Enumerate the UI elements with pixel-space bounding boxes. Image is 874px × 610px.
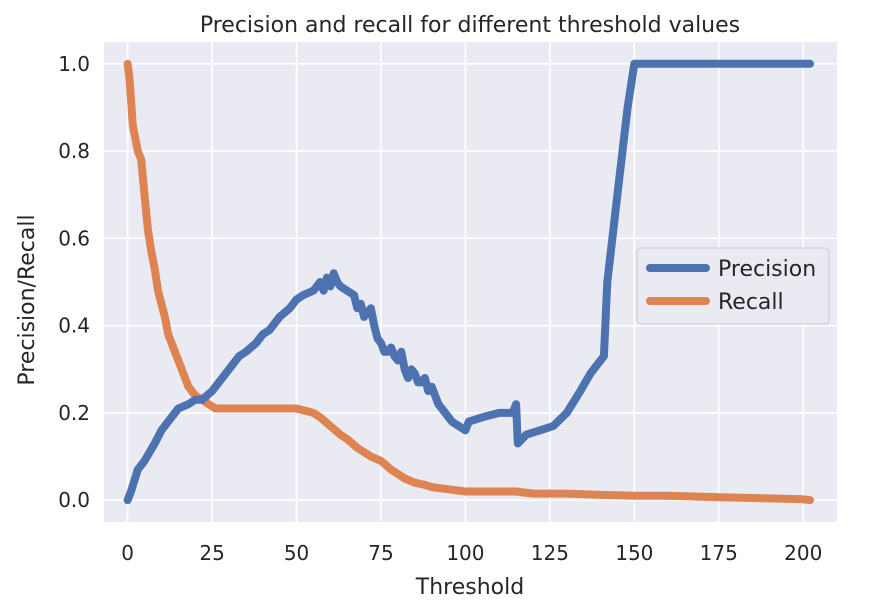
x-tick-label: 75 <box>368 541 393 565</box>
y-tick-label: 0.0 <box>58 488 90 512</box>
x-tick-label: 100 <box>446 541 484 565</box>
x-axis-label: Threshold <box>415 575 524 600</box>
y-tick-label: 0.4 <box>58 314 90 338</box>
series-line-recall <box>123 59 814 505</box>
y-tick-label: 0.2 <box>58 401 90 425</box>
series-layer <box>123 59 814 505</box>
legend-label-recall: Recall <box>718 290 784 315</box>
x-tick-label: 25 <box>199 541 224 565</box>
x-tick-label: 125 <box>531 541 569 565</box>
x-tick-label: 150 <box>615 541 653 565</box>
x-tick-label: 175 <box>700 541 738 565</box>
legend: Precision Recall <box>636 247 830 325</box>
y-tick-labels: 0.0 0.2 0.4 0.6 0.8 1.0 <box>58 52 90 512</box>
chart-title: Precision and recall for different thres… <box>200 13 740 38</box>
y-tick-label: 0.6 <box>58 226 90 250</box>
x-tick-label: 0 <box>121 541 134 565</box>
x-tick-labels: 0 25 50 75 100 125 150 175 200 <box>121 541 822 565</box>
y-tick-label: 0.8 <box>58 139 90 163</box>
x-tick-label: 200 <box>784 541 822 565</box>
x-tick-label: 50 <box>284 541 309 565</box>
series-line-precision <box>123 59 814 505</box>
y-tick-label: 1.0 <box>58 52 90 76</box>
y-axis-label: Precision/Recall <box>15 214 40 385</box>
legend-label-precision: Precision <box>718 257 816 282</box>
